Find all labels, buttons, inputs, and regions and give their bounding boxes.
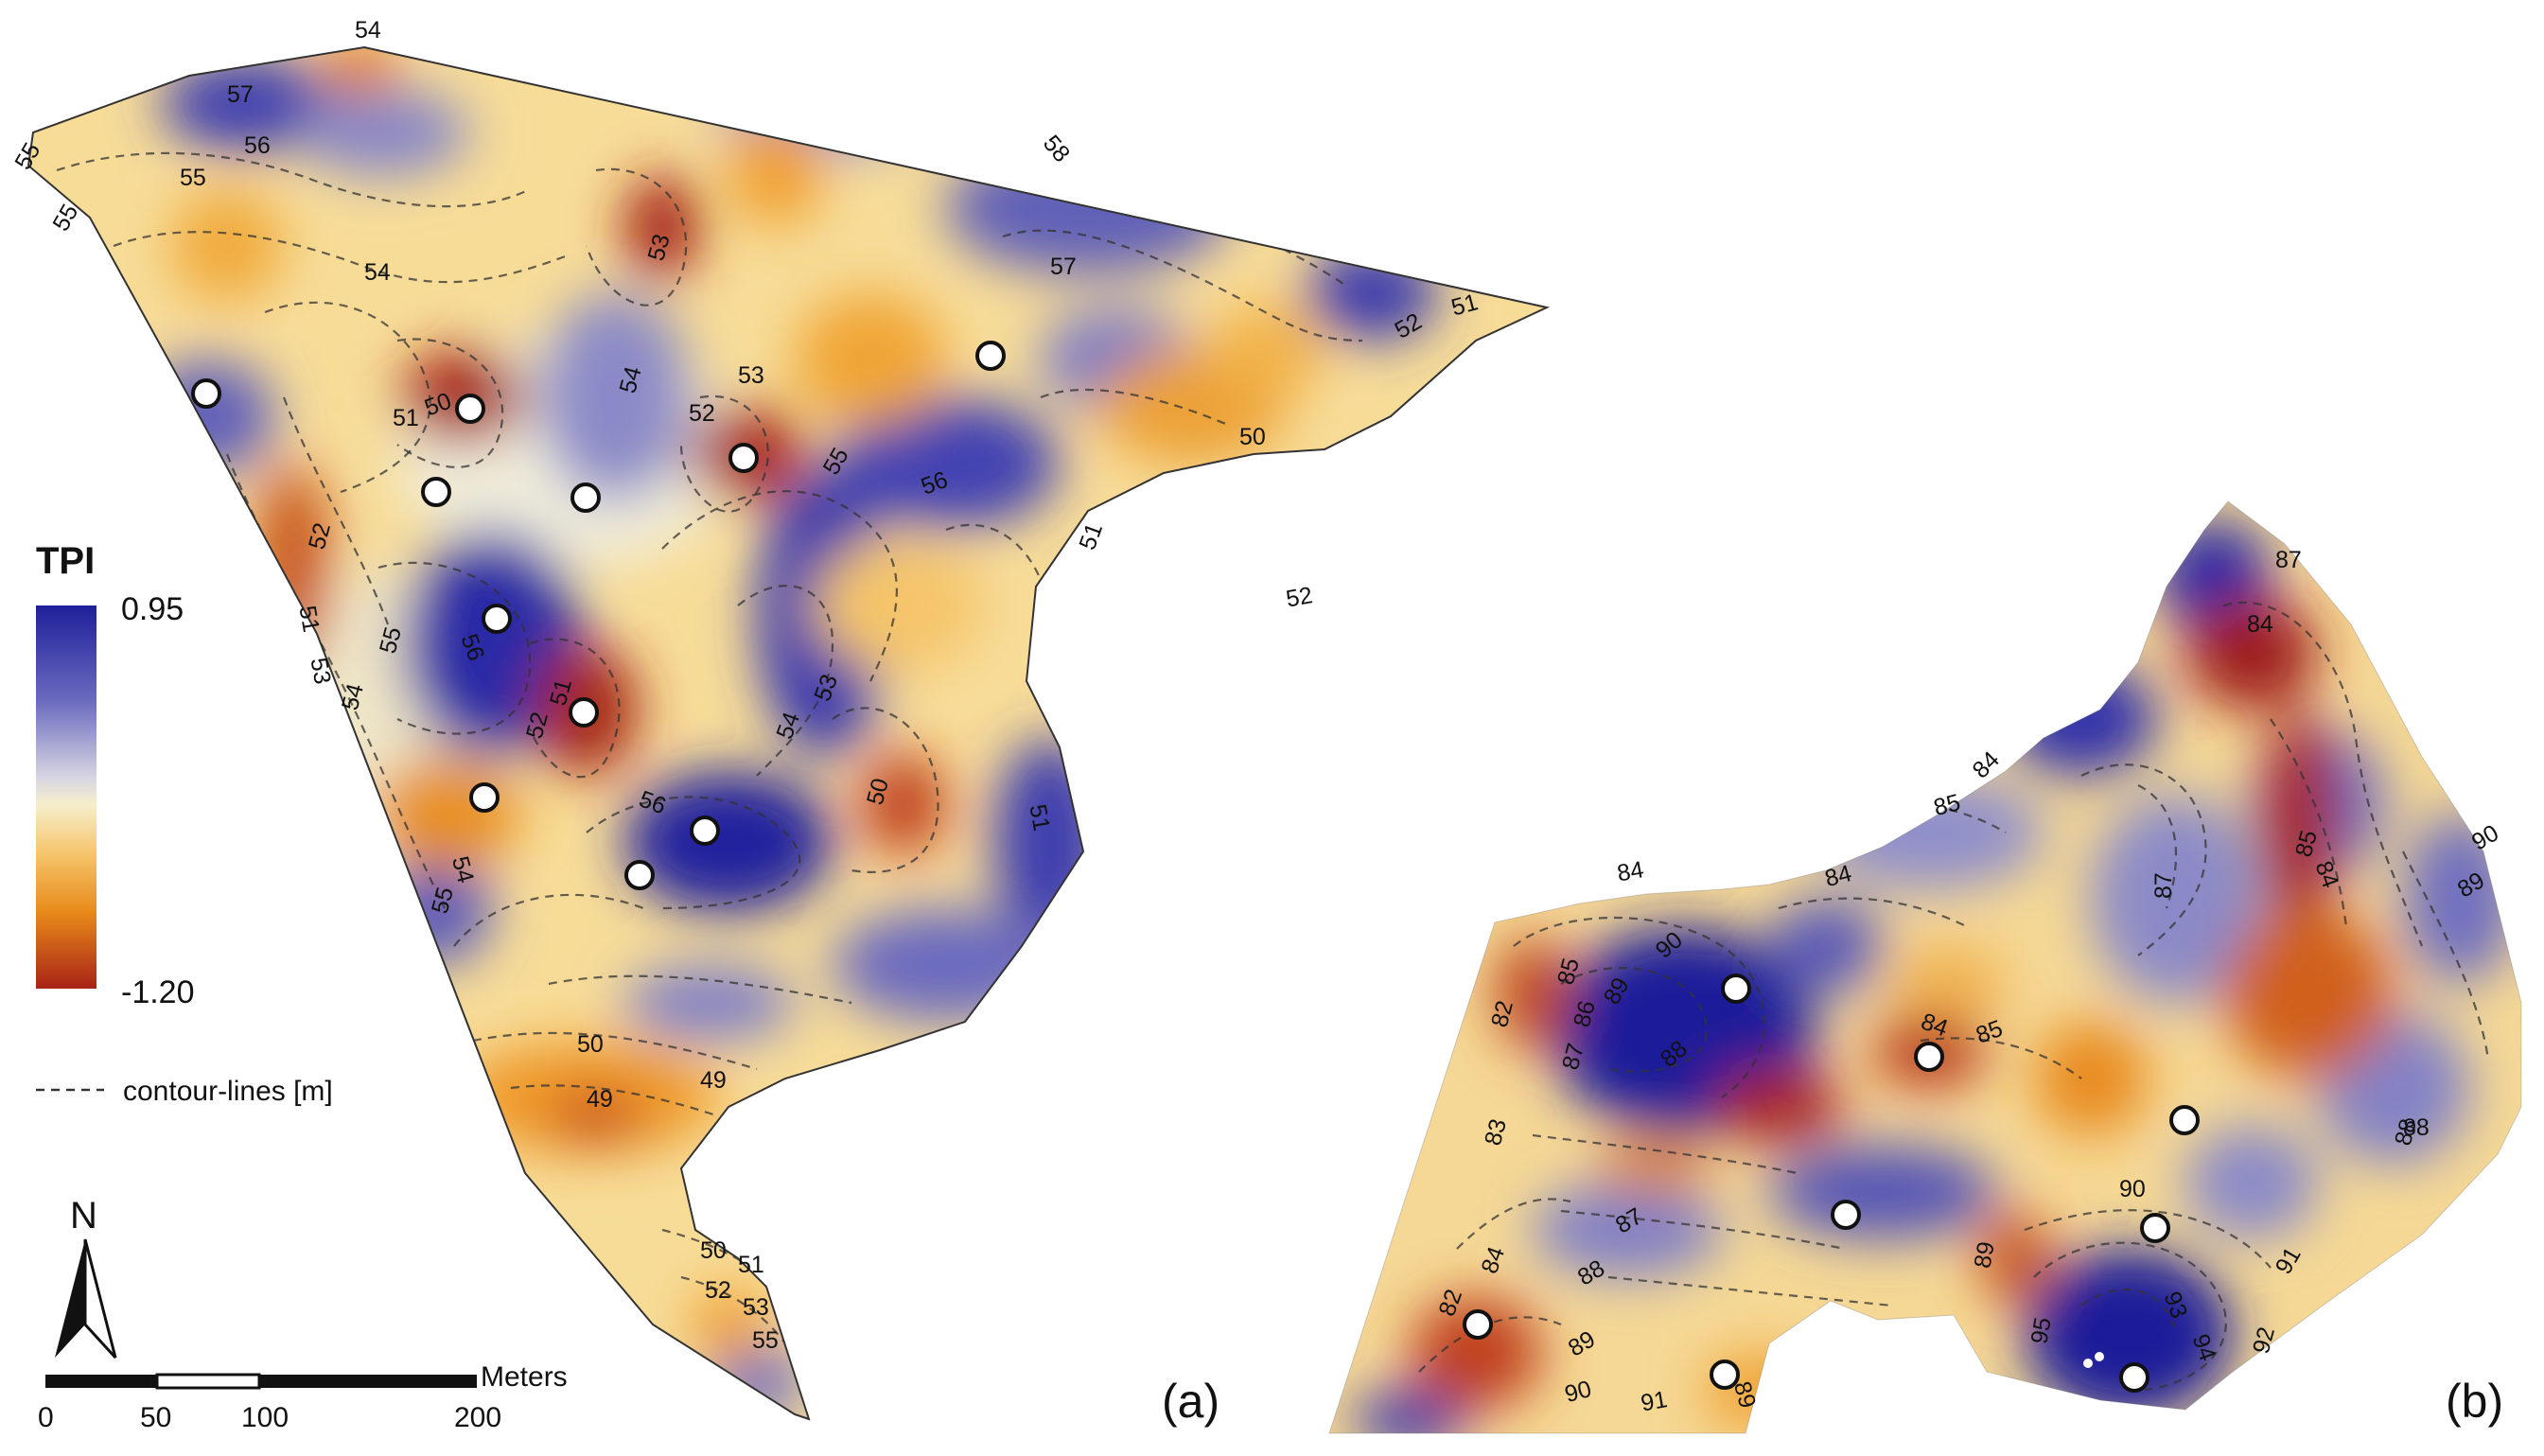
sample-point (728, 443, 759, 473)
contour-label: 54 (364, 259, 391, 286)
contour-label: 58 (1038, 131, 1075, 167)
contour-label: 50 (1239, 424, 1266, 450)
contour-label: 54 (355, 17, 381, 44)
contour-label: 89 (1969, 1239, 1999, 1270)
panel-b-sample-points (1463, 974, 2200, 1393)
sample-point (2169, 1105, 2200, 1135)
sample-point (482, 604, 512, 634)
legend-max-label: 0.95 (121, 591, 184, 627)
sample-point-small (2083, 1359, 2093, 1368)
sample-point (1831, 1200, 1861, 1230)
scale-bar-segment (155, 1373, 261, 1390)
panel-b-map: 87 84 84 85 84 84 90 89 85 86 87 82 83 8… (1328, 500, 2522, 1434)
legend: TPI 0.95 -1.20 contour-lines [m] (36, 540, 333, 1107)
scale-bar-tick: 100 (241, 1402, 289, 1433)
contour-label: 53 (306, 656, 336, 686)
scale-bar-tick: 0 (38, 1402, 54, 1433)
contour-label: 53 (743, 1294, 769, 1321)
legend-contour-label: contour-lines [m] (123, 1076, 333, 1107)
legend-color-ramp (36, 605, 96, 989)
scale-bar-segment (45, 1375, 157, 1388)
contour-label: 95 (2026, 1315, 2056, 1345)
contour-label: 51 (393, 405, 419, 431)
sample-point (469, 782, 500, 813)
contour-label: 52 (705, 1277, 731, 1304)
contour-label: 52 (689, 400, 715, 427)
contour-label: 84 (2247, 611, 2273, 638)
contour-label: 57 (1050, 254, 1077, 280)
sample-point (1721, 974, 1751, 1004)
contour-label: 87 (2150, 872, 2177, 899)
sample-point (455, 394, 485, 424)
contour-label: 51 (738, 1252, 764, 1278)
legend-min-label: -1.20 (121, 974, 195, 1010)
contour-label: 55 (752, 1327, 779, 1354)
contour-label: 49 (587, 1086, 613, 1113)
contour-label: 49 (700, 1067, 727, 1094)
contour-label: 56 (244, 132, 271, 159)
contour-label: 50 (577, 1031, 604, 1058)
panel-b-tag: (b) (2446, 1375, 2503, 1428)
scale-bar-tick: 50 (140, 1402, 171, 1433)
sample-point (2140, 1213, 2170, 1243)
sample-point (421, 477, 451, 507)
sample-point (1463, 1309, 1493, 1340)
panel-b-contour-lines (1418, 601, 2490, 1393)
sample-point-small (2095, 1352, 2104, 1361)
panel-a-sample-points (191, 341, 1006, 890)
panel-a-map: 54 57 56 55 55 55 53 54 58 57 52 51 54 5… (9, 17, 1551, 1421)
sample-point (624, 860, 655, 890)
contour-label: 57 (227, 81, 254, 108)
panel-a-tag: (a) (1162, 1375, 1219, 1428)
sample-point (2119, 1362, 2149, 1393)
north-arrow-icon-half (83, 1238, 117, 1360)
north-arrow: N (55, 1195, 117, 1360)
sample-point (975, 341, 1006, 371)
north-arrow-icon (55, 1239, 85, 1358)
contour-label: 55 (180, 165, 206, 191)
sample-point (690, 816, 720, 846)
panel-b-boundary (1328, 500, 2522, 1434)
contour-label: 51 (294, 604, 325, 634)
contour-label: 88 (2403, 1114, 2430, 1141)
contour-label: 50 (700, 1237, 727, 1264)
contour-label: 84 (1615, 856, 1645, 886)
legend-title: TPI (36, 540, 95, 582)
sample-point (570, 482, 601, 513)
contour-label: 53 (738, 362, 764, 389)
sample-point (1710, 1360, 1740, 1390)
scale-bar-tick: 200 (454, 1402, 501, 1433)
scale-bar: Meters 0 50 100 200 (38, 1361, 568, 1433)
scale-bar-segment (259, 1375, 477, 1388)
contour-label: 87 (2275, 547, 2302, 573)
panel-a-boundary (26, 45, 1551, 1421)
scale-bar-unit: Meters (481, 1361, 568, 1393)
contour-label: 51 (1025, 802, 1055, 833)
contour-label: 90 (2119, 1176, 2146, 1202)
sample-point (1914, 1042, 1944, 1072)
sample-point (191, 378, 221, 409)
north-arrow-label: N (70, 1195, 97, 1237)
sample-point (569, 697, 599, 728)
contour-label: 52 (1284, 582, 1314, 612)
contour-label: 91 (1639, 1386, 1669, 1416)
